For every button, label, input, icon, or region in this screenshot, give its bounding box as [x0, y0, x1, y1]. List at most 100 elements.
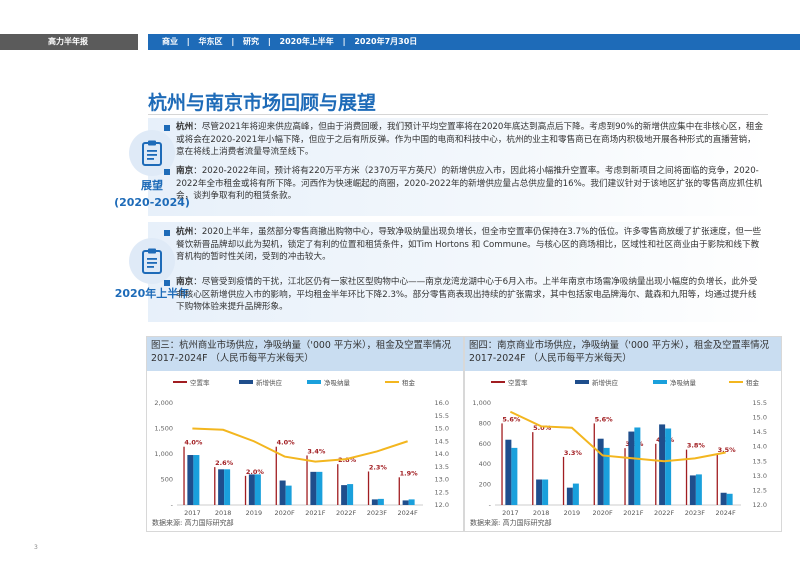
bullet-icon [164, 230, 170, 236]
supply-bar [341, 485, 348, 505]
vacancy-bar [624, 448, 626, 505]
legend-swatch [307, 380, 321, 384]
legend-item-vacancy: 空置率 [491, 377, 528, 387]
vacancy-bar [183, 446, 185, 505]
vacancy-bar [214, 467, 216, 505]
y-right-tick-label: 13.5 [435, 463, 449, 471]
vacancy-label: 5.6% [502, 415, 521, 423]
supply-bar [505, 439, 512, 505]
paragraph-text: 2020-2022年间，预计将有220万平方米（2370万平方英尺）的新增供应入… [176, 166, 763, 201]
meta-separator: | [267, 37, 271, 46]
vacancy-bar [244, 475, 247, 505]
meta-item: 商业 [162, 37, 178, 46]
y-right-tick-label: 16.0 [435, 399, 449, 407]
y-right-tick-label: 13.0 [753, 472, 767, 480]
x-tick-label: 2020F [592, 509, 613, 517]
legend-label: 空置率 [508, 379, 528, 387]
legend-label: 空置率 [190, 379, 210, 387]
x-tick-label: 2024F [397, 509, 418, 517]
key-separator: ： [193, 122, 202, 132]
vacancy-label: 3.4% [307, 447, 326, 455]
meta-item: 华东区 [198, 37, 223, 46]
y-right-tick-label: 13.5 [753, 457, 767, 465]
city-key: 南京 [176, 277, 194, 287]
outlook-label: 展望 [141, 179, 163, 192]
x-tick-label: 2018 [533, 509, 550, 517]
absorption-bar [408, 499, 415, 505]
h1-badge: 2020年上半年 [104, 238, 200, 301]
absorption-bar [634, 427, 641, 505]
legend-item-absorption: 净吸纳量 [653, 377, 696, 387]
y-left-tick-label: 200 [479, 481, 491, 489]
legend-swatch [491, 381, 505, 383]
h1-hangzhou-paragraph: 杭州：2020上半年，虽然部分零售商撤出购物中心，导致净吸纳量出现负增长，但全市… [176, 226, 764, 264]
absorption-bar [695, 474, 702, 505]
y-right-tick-label: 14.5 [753, 428, 767, 436]
key-separator: ： [193, 227, 202, 237]
bullet-icon [164, 280, 170, 286]
legend-swatch [385, 381, 399, 383]
supply-bar [689, 475, 696, 505]
legend-item-supply: 新增供应 [575, 377, 618, 387]
supply-bar [402, 500, 409, 505]
y-left-tick-label: 2,000 [154, 399, 173, 407]
vacancy-bar [306, 455, 308, 505]
y-left-tick-label: - [489, 501, 492, 509]
x-tick-label: 2022F [336, 509, 357, 517]
vacancy-label: 3.5% [718, 446, 737, 454]
vacancy-label: 5.6% [595, 415, 614, 423]
vacancy-label: 2.6% [215, 459, 234, 467]
supply-bar [248, 474, 255, 505]
brand-label: 高力半年报 [0, 34, 138, 50]
supply-bar [371, 499, 378, 505]
city-key: 杭州 [176, 122, 194, 132]
y-right-tick-label: 15.5 [753, 399, 767, 407]
vacancy-bar [367, 471, 370, 505]
supply-bar [720, 492, 727, 505]
h1-nanjing-paragraph: 南京：尽管受到疫情的干扰，江北区仍有一家社区型购物中心——南京龙湾龙湖中心于6月… [176, 276, 764, 314]
chart-plot: - 200 400 600 800 1,000 12.0 12.5 13.0 13.5 14.0 14… [472, 399, 767, 517]
vacancy-label: 2.0% [246, 468, 265, 476]
outlook-badge: 展望 (2020-2024) [104, 130, 200, 210]
y-left-tick-label: 500 [161, 476, 173, 484]
y-right-tick-label: 14.0 [435, 450, 449, 458]
legend-label: 新增供应 [256, 379, 282, 387]
legend-label: 租金 [746, 379, 759, 387]
x-tick-label: 2017 [184, 509, 201, 517]
y-right-tick-label: 15.0 [435, 425, 449, 433]
vacancy-label: 2.8% [338, 456, 357, 464]
absorption-bar [377, 498, 384, 505]
x-tick-label: 2019 [564, 509, 581, 517]
vacancy-bar [562, 456, 565, 505]
page-title: 杭州与南京市场回顾与展望 [148, 92, 377, 114]
title-divider [148, 114, 768, 115]
y-right-tick-label: 14.5 [435, 437, 449, 445]
legend-item-rent: 租金 [385, 377, 415, 387]
vacancy-label: 5.0% [533, 424, 552, 432]
meta-item: 研究 [243, 37, 260, 46]
legend-swatch [173, 381, 187, 383]
y-left-tick-label: 1,000 [472, 399, 491, 407]
page-number: 3 [34, 544, 38, 551]
supply-bar [659, 424, 666, 505]
x-tick-label: 2023F [367, 509, 388, 517]
vacancy-label: 3.8% [687, 442, 706, 450]
x-tick-label: 2022F [654, 509, 675, 517]
paragraph-text: 尽管受到疫情的干扰，江北区仍有一家社区型购物中心——南京龙湾龙湖中心于6月入市。… [176, 277, 758, 312]
absorption-bar [511, 447, 518, 505]
supply-bar [187, 455, 194, 505]
bullet-icon [164, 169, 170, 175]
hangzhou-chart: 图三：杭州商业市场供应，净吸纳量（'000 平方米），租金及空置率情况 2017… [146, 336, 464, 532]
legend-item-absorption: 净吸纳量 [307, 377, 350, 387]
absorption-bar [603, 447, 610, 505]
vacancy-bar [501, 423, 503, 505]
header-bar: 高力半年报 商业 | 华东区 | 研究 | 2020年上半年 | 2020年7月… [0, 34, 800, 50]
vacancy-bar [593, 423, 595, 505]
supply-bar [279, 480, 286, 505]
paragraph-text: 2020上半年，虽然部分零售商撤出购物中心，导致净吸纳量出现负增长，但全市空置率… [176, 227, 762, 262]
absorption-bar [542, 479, 549, 505]
y-right-tick-label: 12.5 [753, 486, 767, 494]
y-left-tick-label: 1,500 [154, 425, 173, 433]
vacancy-bar [275, 446, 277, 505]
rent-line [509, 410, 726, 463]
